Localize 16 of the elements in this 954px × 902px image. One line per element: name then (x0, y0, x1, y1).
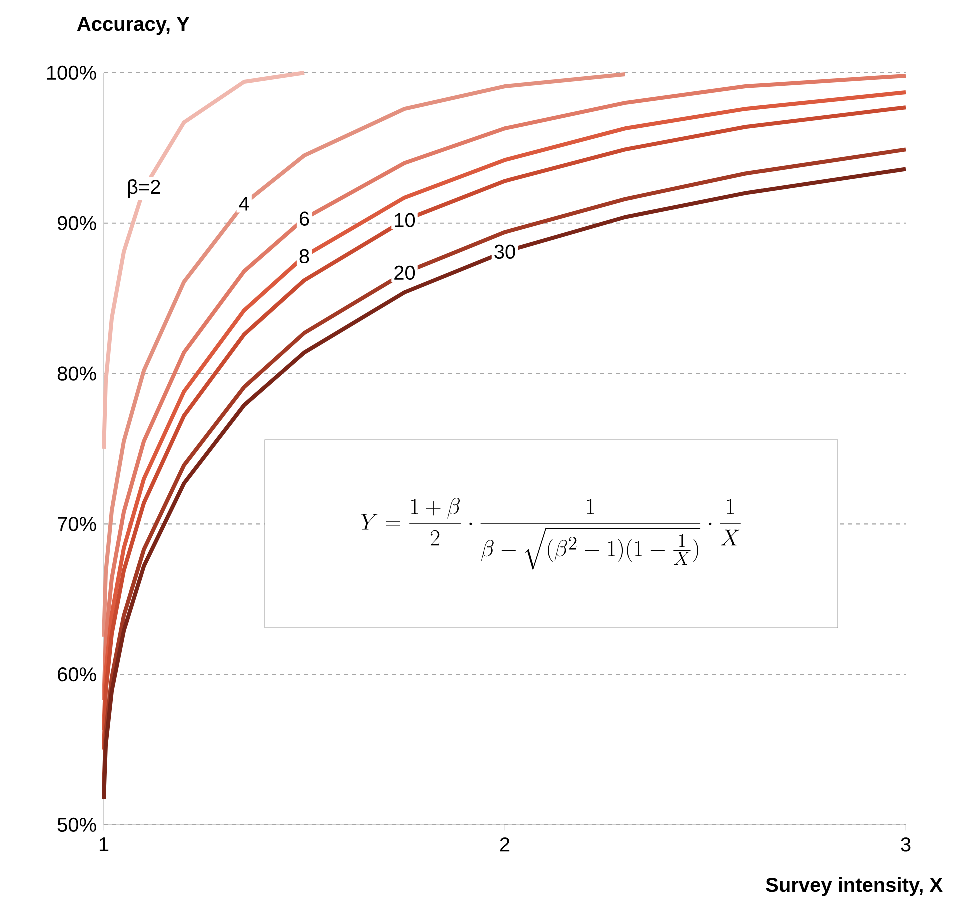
y-tick-label: 80% (58, 366, 96, 381)
y-tick-label: 90% (58, 216, 96, 230)
x-axis-title: Survey intensity, X (766, 877, 943, 896)
annotation: $Y=\frac{1+\beta}{2}\cdot\frac{1}{\beta-\sqrt{(\beta^{2}-1)(1-\frac{1}{X})}}\cdot\frac{1}{X}$ (361, 498, 741, 570)
series-label: 20 (394, 266, 416, 280)
series-label: 8 (300, 249, 310, 264)
y-tick-label: 70% (58, 517, 96, 532)
y-tick-label: 100% (47, 66, 96, 80)
x-tick-label: 2 (500, 838, 510, 852)
y-axis-title: Accuracy, Y (77, 17, 190, 36)
series-label: 6 (300, 212, 310, 226)
x-tick-label: 3 (901, 838, 911, 852)
y-tick-label: 50% (58, 818, 96, 832)
x-tick-label: 1 (100, 838, 109, 852)
series-label: 4 (239, 196, 250, 211)
y-tick-label: 60% (58, 668, 96, 682)
